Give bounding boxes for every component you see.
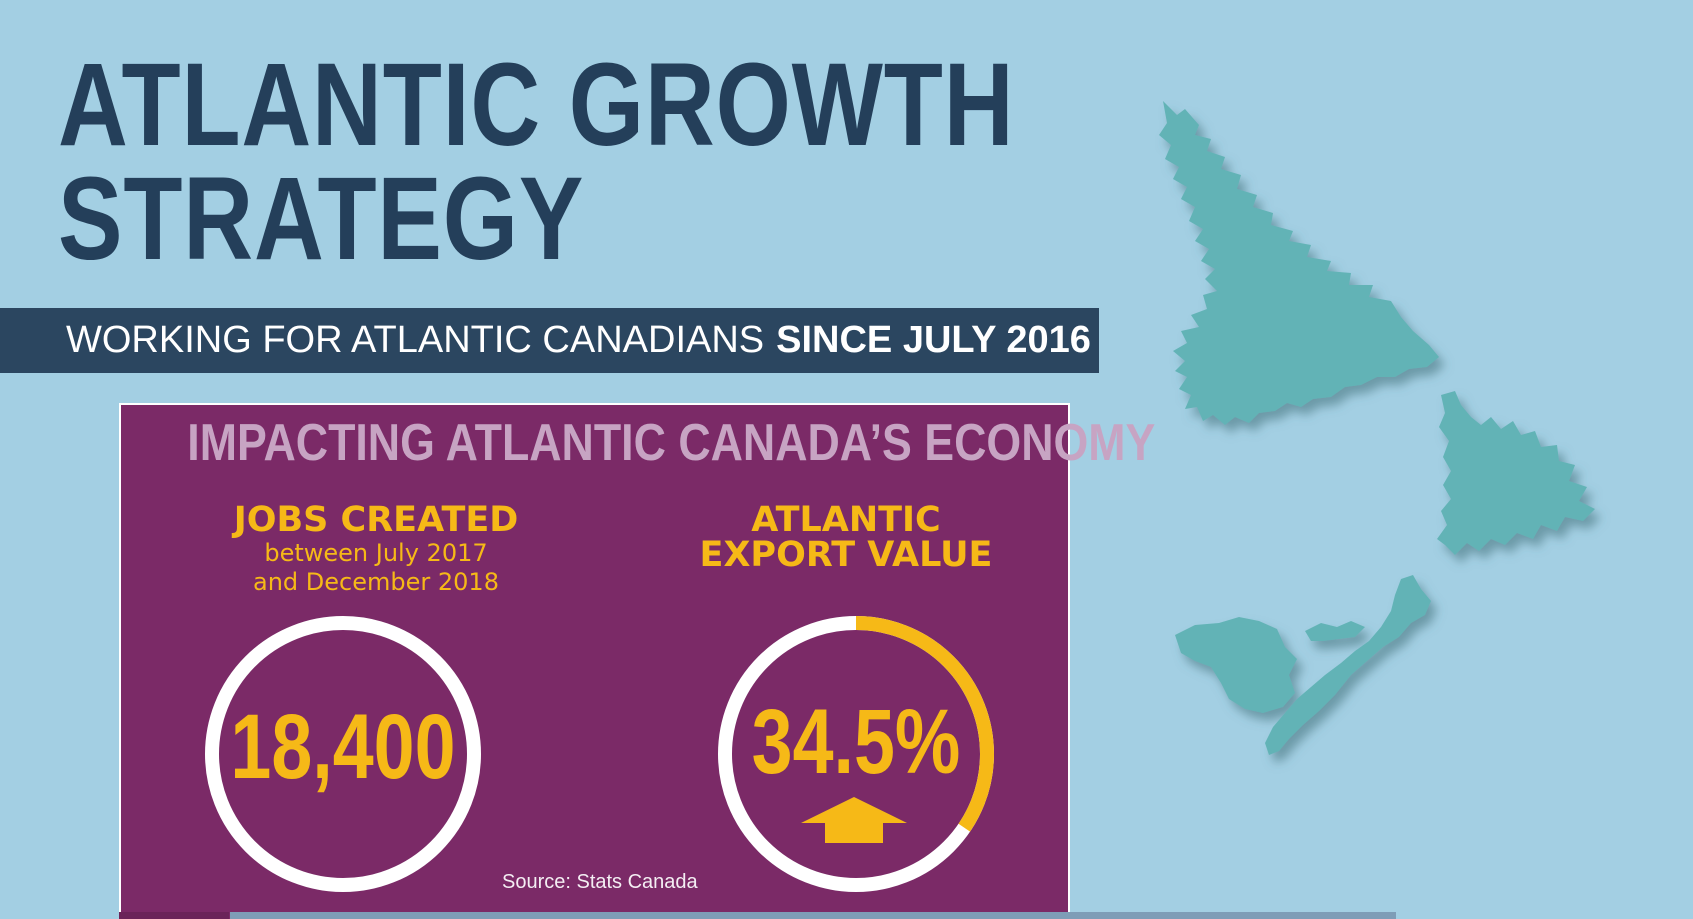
economy-panel: IMPACTING ATLANTIC CANADA’S ECONOMY JOBS… [119,403,1156,919]
jobs-sub-line-2: and December 2018 [253,568,499,596]
exports-value: 34.5% [751,691,961,793]
jobs-heading: JOBS CREATED [233,500,519,540]
exports-heading-line-2: EXPORT VALUE [699,535,993,575]
exports-ring-fill [718,616,994,892]
source-note: Source: Stats Canada [502,871,698,893]
newfoundland-shape [1437,391,1595,555]
bottom-strip [230,912,1396,919]
exports-heading-line-1: ATLANTIC [751,500,941,540]
atlantic-provinces-map [1159,101,1595,755]
nova-scotia-shape [1265,575,1431,755]
panel-title: IMPACTING ATLANTIC CANADA’S ECONOMY [187,414,1156,472]
bottom-strip-left [119,912,229,919]
jobs-value: 18,400 [230,696,456,798]
labrador-shape [1159,101,1439,425]
jobs-ring [205,616,481,892]
banner-text: WORKING FOR ATLANTIC CANADIANS [66,319,765,361]
subtitle-banner: WORKING FOR ATLANTIC CANADIANS SINCE JUL… [0,308,1099,373]
pei-shape [1305,621,1365,641]
jobs-sub-line-1: between July 2017 [264,539,488,567]
up-arrow-icon [801,797,907,843]
page-title: ATLANTIC GROWTH STRATEGY [58,39,1015,285]
exports-ring [718,616,994,892]
title-line-2: STRATEGY [58,153,585,285]
title-line-1: ATLANTIC GROWTH [58,39,1015,171]
new-brunswick-shape [1175,617,1297,713]
banner-bold-text: SINCE JULY 2016 [776,319,1091,361]
